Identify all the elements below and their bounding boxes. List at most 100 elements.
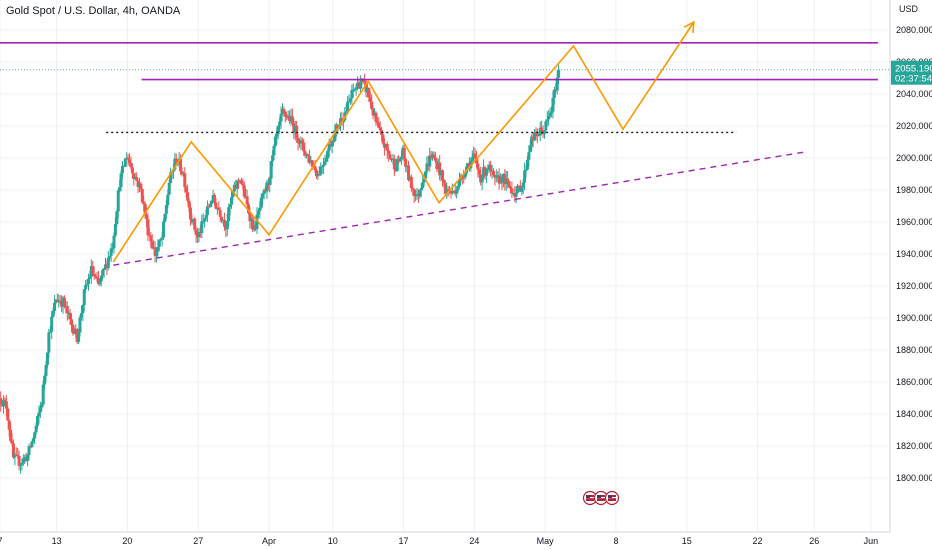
candle-body	[169, 172, 173, 183]
candle-body	[53, 302, 57, 311]
candles	[0, 62, 561, 474]
candle-body	[58, 300, 62, 303]
candle-body	[491, 170, 495, 176]
candle-body	[256, 211, 260, 215]
time-axis[interactable]: 7 13 20 27 Apr 10 17 24 May 8 15 22 26 Jun	[0, 531, 890, 546]
candle-body	[477, 169, 481, 175]
candle-body	[418, 190, 422, 197]
candle-body	[443, 183, 447, 194]
candle-body	[271, 155, 275, 162]
candle-body	[126, 157, 130, 160]
candle-body	[68, 312, 72, 320]
candle-body	[370, 101, 374, 109]
candle-body	[106, 257, 110, 268]
candle-body	[392, 158, 396, 170]
candle-body	[47, 332, 51, 353]
candle-body	[494, 176, 498, 178]
candle-body	[528, 146, 532, 153]
candle-body	[220, 216, 224, 221]
candle-body	[120, 165, 124, 174]
candle-body	[320, 166, 324, 168]
candle-body	[484, 169, 488, 176]
candle-body	[450, 190, 454, 194]
candle-body	[132, 173, 136, 179]
rising-trendline-line	[113, 150, 808, 266]
candle-body	[363, 80, 367, 82]
us-flag-canton	[586, 495, 590, 498]
candle-body	[421, 182, 425, 188]
candle-body	[375, 121, 379, 124]
candle-body	[545, 119, 549, 122]
candle-body	[193, 218, 197, 230]
candle-body	[173, 158, 177, 170]
candle-body	[555, 77, 559, 91]
candle-body	[258, 207, 262, 212]
candle-body	[143, 203, 147, 216]
candle-body	[109, 248, 113, 256]
candle-body	[88, 276, 92, 279]
candle-body	[525, 159, 529, 170]
candle-body	[388, 154, 392, 159]
candle-body	[157, 240, 161, 247]
candle-body	[474, 158, 478, 164]
candle-body	[534, 132, 538, 134]
candle-body	[48, 331, 52, 333]
candle-body	[85, 284, 89, 286]
time-tick-label: 7	[0, 536, 3, 546]
candle-body	[2, 399, 6, 407]
candle-body	[489, 164, 493, 171]
candle-body	[537, 134, 541, 137]
candle-body	[296, 137, 300, 143]
time-tick-label: 8	[613, 536, 618, 546]
candle-body	[38, 407, 42, 413]
event-flags[interactable]	[582, 490, 620, 506]
price-tick-label: 1980.000	[896, 185, 932, 195]
candle-body	[99, 275, 103, 282]
candle-body	[17, 455, 21, 466]
candle-body	[387, 150, 391, 155]
candle-body	[87, 278, 90, 285]
price-tick-label: 1820.000	[896, 441, 932, 451]
candle-body	[228, 204, 232, 208]
time-tick-label: 27	[193, 536, 203, 546]
candle-body	[409, 176, 413, 189]
candle-body	[0, 398, 3, 405]
price-tick-label: 2040.000	[896, 89, 932, 99]
candle-body	[547, 115, 551, 120]
candle-body	[163, 213, 167, 222]
candle-body	[486, 168, 490, 170]
candle-body	[414, 195, 418, 197]
candle-body	[210, 200, 214, 205]
candle-body	[245, 196, 249, 205]
candle-body	[265, 182, 269, 192]
candle-body	[128, 159, 132, 163]
candle-body	[314, 170, 318, 177]
time-tick-label: 24	[469, 536, 479, 546]
candle-body	[538, 127, 542, 135]
candle-body	[504, 178, 508, 185]
candle-body	[283, 111, 287, 117]
us-flag-event-icon[interactable]	[604, 490, 620, 506]
candle-body	[411, 188, 415, 190]
candle-body	[550, 111, 554, 114]
candle-body	[10, 440, 14, 444]
candle-body	[82, 289, 86, 306]
candle-body	[377, 123, 381, 128]
candle-body	[135, 176, 139, 181]
candle-body	[527, 152, 531, 160]
candle-body	[204, 215, 208, 219]
time-tick-label: 26	[809, 536, 819, 546]
candle-body	[268, 178, 272, 185]
candle-body	[142, 202, 146, 204]
candle-body	[116, 190, 120, 212]
candle-body	[214, 202, 218, 209]
candle-body	[371, 108, 375, 116]
price-tick-label: 2000.000	[896, 153, 932, 163]
candle-body	[273, 136, 277, 146]
candle-body	[506, 178, 510, 181]
candle-body	[230, 197, 234, 205]
candle-body	[72, 333, 76, 335]
candle-body	[542, 130, 546, 135]
time-tick-label: Jun	[864, 536, 879, 546]
